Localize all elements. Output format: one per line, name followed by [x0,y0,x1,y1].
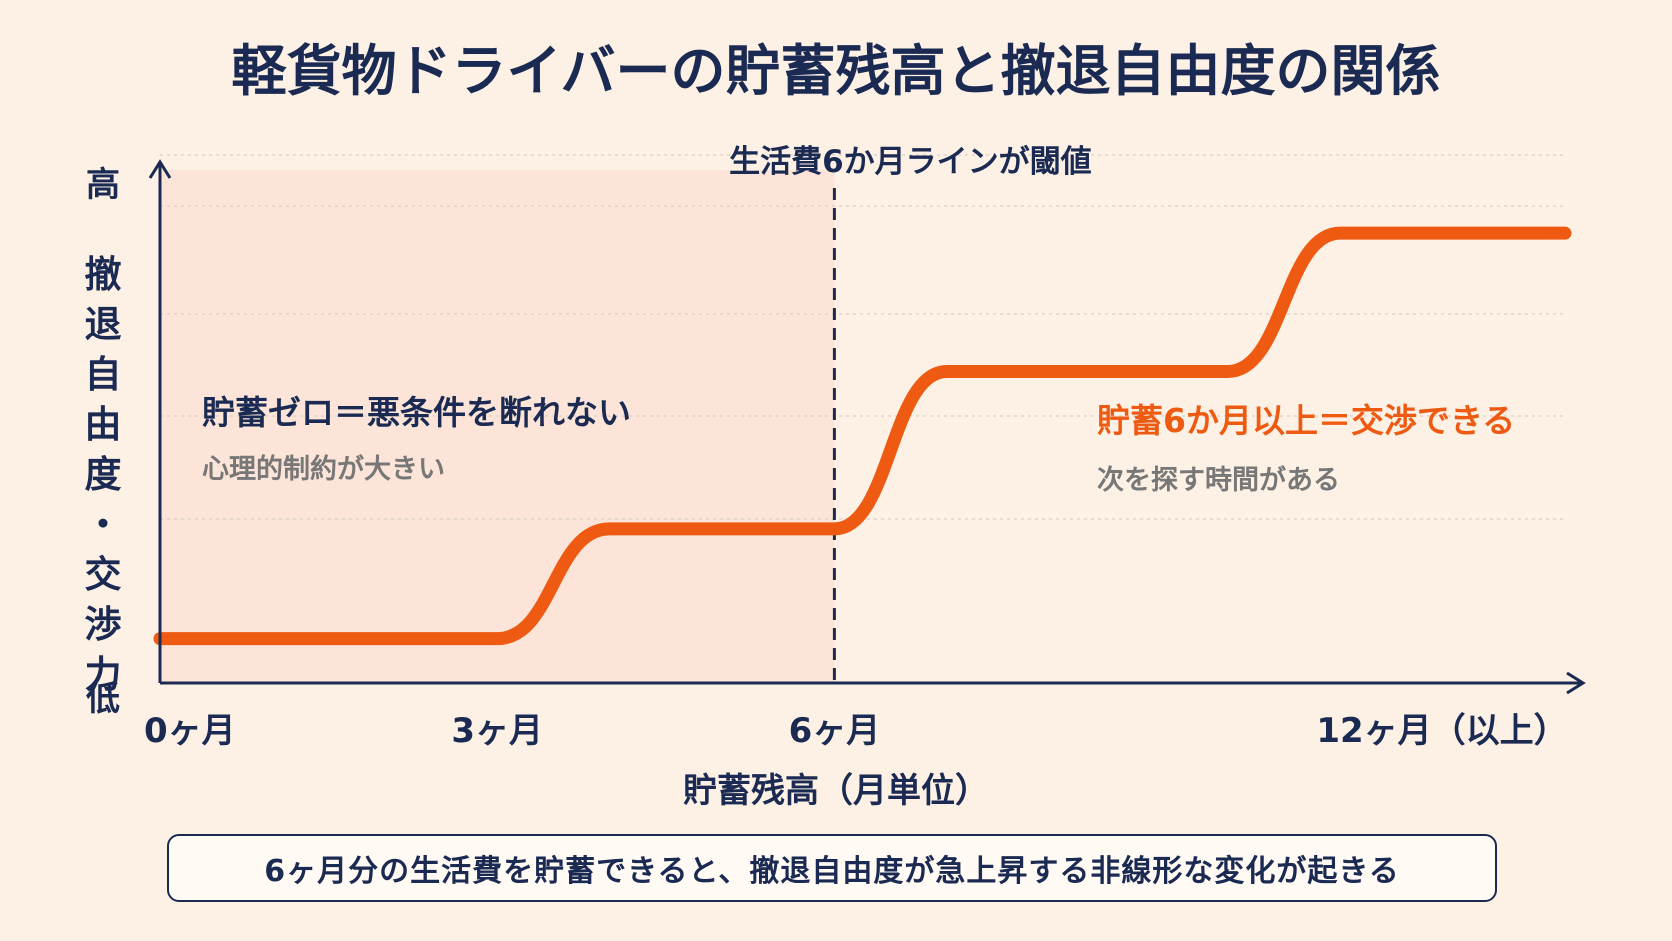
y-axis-title-char: 交 [85,553,122,596]
threshold-label: 生活費6か月ラインが閾値 [729,144,1092,180]
y-axis-title-char: ・ [85,503,122,546]
savings-zero-region [160,170,835,683]
chart-title: 軽貨物ドライバーの貯蓄残高と撤退自由度の関係 [232,39,1441,103]
right-region-headline: 貯蓄6か月以上＝交渉できる [1097,401,1515,440]
x-tick-label: 3ヶ月 [451,711,543,751]
y-axis-title-char: 退 [85,303,122,346]
y-axis-title-char: 撤 [85,253,122,296]
x-axis-arrow [1566,671,1586,695]
left-region-headline: 貯蓄ゼロ＝悪条件を断れない [202,393,631,432]
y-axis-title: 撤退自由度・交渉力 [85,253,122,696]
right-region-subtext: 次を探す時間がある [1097,464,1340,496]
left-region-subtext: 心理的制約が大きい [202,453,445,485]
y-axis-arrow [148,159,172,179]
footer-note: 6ヶ月分の生活費を貯蓄できると、撤退自由度が急上昇する非線形な変化が起きる [167,834,1497,902]
y-axis-title-char: 力 [85,653,122,696]
x-axis-title: 貯蓄残高（月単位） [683,771,989,811]
x-tick-label: 12ヶ月（以上） [1316,711,1567,751]
x-tick-label: 0ヶ月 [144,711,236,751]
x-tick-labels: 0ヶ月 3ヶ月 6ヶ月 12ヶ月（以上） [144,711,1568,751]
series-line [153,226,1572,646]
y-axis-title-char: 由 [85,403,122,446]
y-axis-title-char: 自 [85,353,122,396]
x-tick-label: 6ヶ月 [789,711,881,751]
y-low-label: 低 [86,679,120,719]
y-axis-title-char: 度 [85,453,122,496]
y-axis-title-char: 渉 [85,603,122,646]
y-high-label: 高 [86,165,120,205]
